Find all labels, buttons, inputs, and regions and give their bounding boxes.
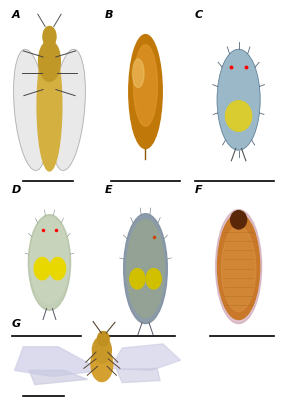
Ellipse shape	[134, 45, 157, 126]
Ellipse shape	[49, 257, 65, 280]
Ellipse shape	[91, 347, 113, 382]
Ellipse shape	[43, 26, 56, 47]
Ellipse shape	[38, 41, 60, 81]
Ellipse shape	[226, 101, 252, 131]
Ellipse shape	[132, 59, 144, 88]
Ellipse shape	[129, 35, 162, 149]
Polygon shape	[116, 368, 160, 383]
Ellipse shape	[31, 218, 68, 303]
Ellipse shape	[14, 49, 47, 171]
Ellipse shape	[221, 226, 256, 311]
Polygon shape	[15, 347, 102, 376]
Ellipse shape	[52, 49, 85, 171]
Ellipse shape	[37, 41, 62, 171]
Ellipse shape	[217, 214, 260, 319]
Ellipse shape	[146, 269, 161, 289]
Text: F: F	[195, 185, 203, 195]
Ellipse shape	[124, 214, 167, 324]
Text: D: D	[12, 185, 21, 195]
Ellipse shape	[216, 210, 262, 324]
Ellipse shape	[34, 257, 50, 280]
Text: C: C	[195, 10, 203, 20]
Text: B: B	[105, 10, 113, 20]
Polygon shape	[111, 344, 180, 370]
Text: E: E	[105, 185, 112, 195]
Ellipse shape	[130, 269, 145, 289]
Text: A: A	[12, 10, 20, 20]
Ellipse shape	[92, 337, 111, 363]
Polygon shape	[29, 370, 87, 385]
Ellipse shape	[28, 215, 70, 310]
Ellipse shape	[230, 211, 246, 229]
Ellipse shape	[217, 50, 260, 149]
Text: G: G	[12, 319, 21, 330]
Ellipse shape	[127, 220, 164, 317]
Ellipse shape	[97, 331, 109, 346]
